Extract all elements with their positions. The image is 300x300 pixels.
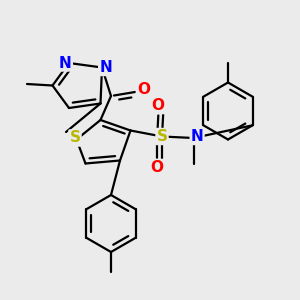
Text: O: O [150,160,163,175]
Text: S: S [70,130,80,146]
Text: N: N [99,60,112,75]
Text: N: N [59,56,72,70]
Text: S: S [157,129,167,144]
Text: N: N [191,129,203,144]
Text: O: O [137,82,150,98]
Text: O: O [152,98,165,113]
